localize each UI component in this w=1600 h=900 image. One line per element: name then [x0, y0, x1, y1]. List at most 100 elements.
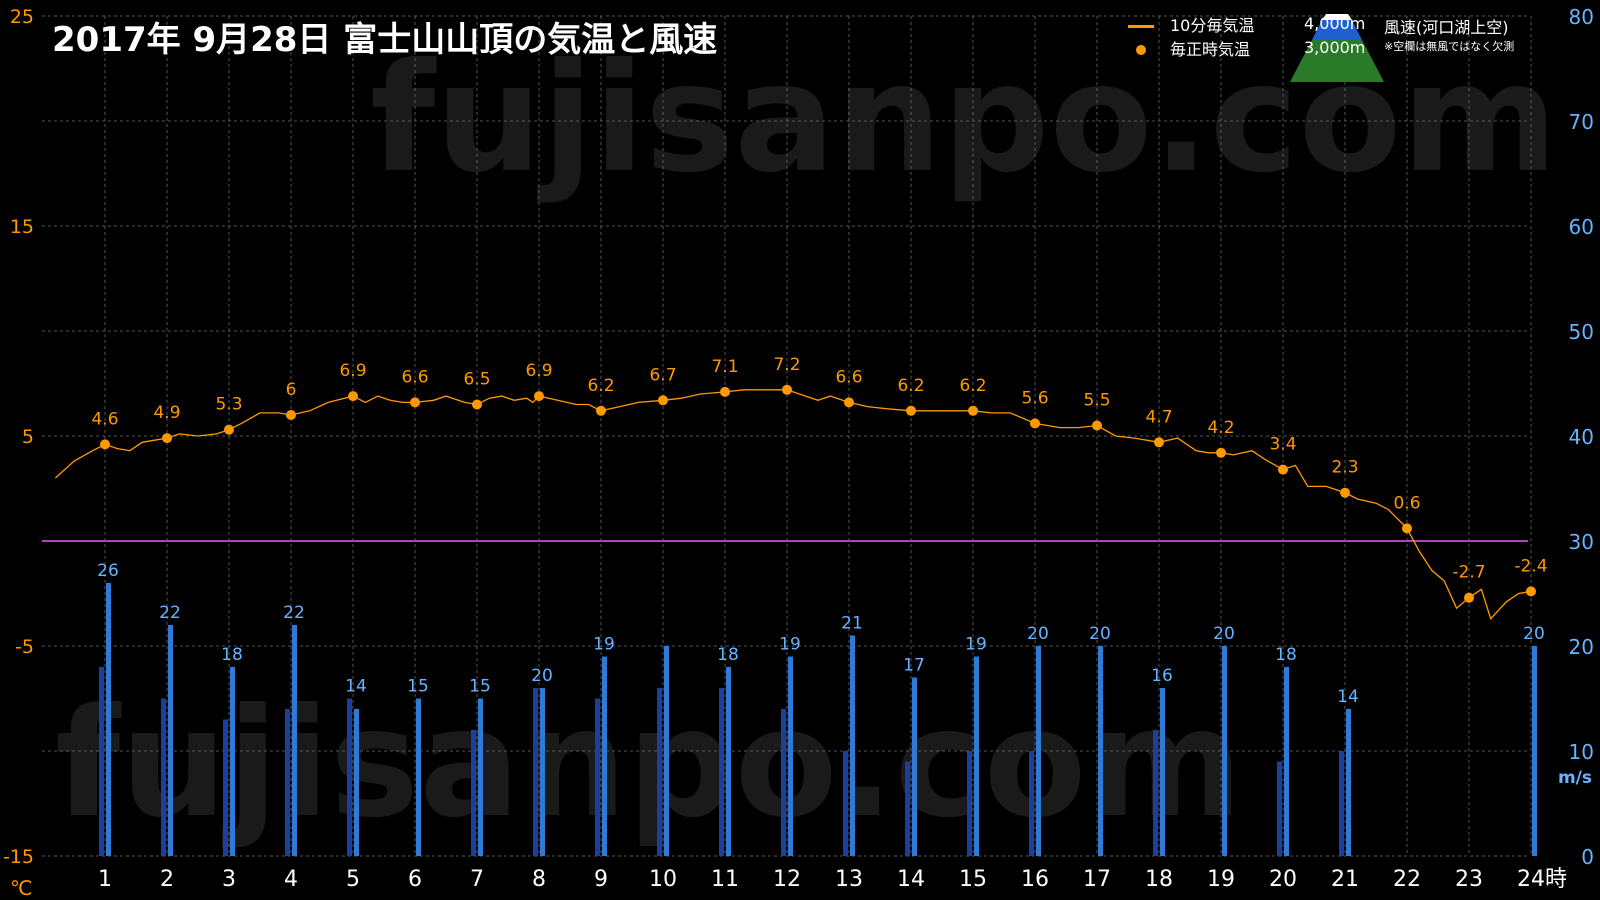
wind-3000m-bar [471, 730, 476, 856]
temperature-value-label: 7.2 [773, 355, 800, 375]
wind-value-label: 18 [1275, 645, 1297, 665]
temperature-value-label: 6.2 [587, 376, 614, 396]
line-swatch-icon [1128, 24, 1154, 28]
right-tick-label: 70 [1569, 110, 1594, 134]
left-axis-unit: ℃ [10, 876, 32, 900]
wind-4000m-bar [664, 646, 669, 856]
wind-3000m-bar [99, 667, 104, 856]
x-tick-label: 22 [1393, 867, 1421, 892]
right-tick-label: 0 [1581, 845, 1594, 869]
temperature-point [224, 424, 234, 435]
wind-4000m-bar [1346, 709, 1351, 856]
x-tick-label: 2 [160, 867, 174, 892]
temperature-legend: 10分毎気温 毎正時気温 [1128, 14, 1254, 62]
temperature-value-label: 2.3 [1331, 458, 1358, 478]
dot-swatch-icon [1136, 45, 1146, 55]
temperature-value-label: 3.4 [1269, 435, 1296, 455]
wind-4000m-bar [912, 677, 917, 856]
temperature-point [968, 405, 978, 416]
wind-3000m-bar [533, 688, 538, 856]
temperature-value-label: 6.7 [649, 365, 676, 385]
wind-value-label: 15 [407, 677, 429, 697]
wind-3000m-bar [1029, 751, 1034, 856]
temperature-value-label: -2.7 [1452, 563, 1485, 583]
wind-4000m-bar [1036, 646, 1041, 856]
x-tick-label: 5 [346, 867, 360, 892]
temperature-point [348, 391, 358, 402]
x-tick-label: 16 [1021, 867, 1049, 892]
wind-4000m-bar [1284, 667, 1289, 856]
right-tick-label: 30 [1569, 530, 1594, 554]
temperature-point [1464, 592, 1474, 603]
wind-value-label: 17 [903, 656, 925, 676]
temperature-value-label: 6.6 [401, 367, 428, 387]
wind-value-label: 21 [841, 614, 863, 634]
wind-3000m-bar [595, 698, 600, 856]
temperature-value-label: 4.7 [1145, 407, 1172, 427]
left-tick-label: 25 [10, 6, 34, 28]
right-axis-unit: m/s [1558, 768, 1592, 788]
temperature-value-label: 6.5 [463, 370, 490, 390]
x-tick-label: 8 [532, 867, 546, 892]
wind-value-label: 19 [965, 635, 987, 655]
temperature-value-label: 4.6 [91, 409, 118, 429]
x-tick-label: 12 [773, 867, 801, 892]
temperature-value-label: 7.1 [711, 357, 738, 377]
wind-4000m-bar [850, 635, 855, 856]
temperature-value-label: 5.5 [1083, 391, 1110, 411]
temperature-point [658, 395, 668, 406]
wind-value-label: 15 [469, 677, 491, 697]
wind-value-label: 26 [97, 561, 119, 581]
temperature-point [1092, 420, 1102, 431]
wind-4000m-bar [540, 688, 545, 856]
temperature-point [782, 384, 792, 395]
x-tick-label: 13 [835, 867, 863, 892]
x-tick-label: 18 [1145, 867, 1173, 892]
wind-4000m-bar [1098, 646, 1103, 856]
temperature-line [54, 389, 1532, 620]
temperature-point [720, 386, 730, 397]
wind-value-label: 20 [1089, 624, 1111, 644]
temperature-value-label: 6.2 [897, 376, 924, 396]
temperature-value-label: 5.3 [215, 395, 242, 415]
watermark-bottom: fujisanpo.com [55, 677, 1243, 851]
wind-4000m-bar [292, 625, 297, 856]
wind-3000m-bar [905, 761, 910, 856]
temperature-point [1030, 418, 1040, 429]
wind-4000m-bar [1160, 688, 1165, 856]
right-tick-label: 60 [1569, 215, 1594, 239]
wind-4000m-bar [478, 698, 483, 856]
temperature-point [472, 399, 482, 410]
x-axis-unit: 時 [1545, 867, 1567, 892]
x-tick-label: 15 [959, 867, 987, 892]
temperature-point [162, 433, 172, 444]
temperature-value-label: 4.9 [153, 403, 180, 423]
x-tick-label: 1 [98, 867, 112, 892]
right-tick-label: 80 [1569, 5, 1594, 29]
left-tick-label: 15 [10, 216, 34, 238]
left-tick-label: 5 [22, 426, 34, 448]
x-tick-label: 7 [470, 867, 484, 892]
wind-value-label: 22 [283, 603, 305, 623]
temperature-value-label: 6.9 [525, 361, 552, 381]
temperature-point [1402, 523, 1412, 534]
x-tick-label: 11 [711, 867, 739, 892]
wind-3000m-bar [781, 709, 786, 856]
wind-4000m-bar [168, 625, 173, 856]
wind-3000m-bar [719, 688, 724, 856]
wind-legend-title: 風速(河口湖上空) [1384, 18, 1509, 37]
right-tick-label: 50 [1569, 320, 1594, 344]
legend-hourly: 毎正時気温 [1128, 38, 1254, 62]
left-tick-label: -5 [15, 636, 34, 658]
wind-3000m-bar [1277, 761, 1282, 856]
wind-4000m-bar [106, 583, 111, 856]
legend-hourly-label: 毎正時気温 [1170, 40, 1251, 59]
temperature-point [410, 397, 420, 408]
mountain-icon [1290, 14, 1384, 82]
temperature-10min-line [54, 389, 1532, 620]
temperature-point [1340, 487, 1350, 498]
wind-4000m-bar [354, 709, 359, 856]
left-tick-label: -15 [3, 846, 34, 868]
wind-value-label: 14 [345, 677, 367, 697]
temperature-value-label: 6.9 [339, 361, 366, 381]
